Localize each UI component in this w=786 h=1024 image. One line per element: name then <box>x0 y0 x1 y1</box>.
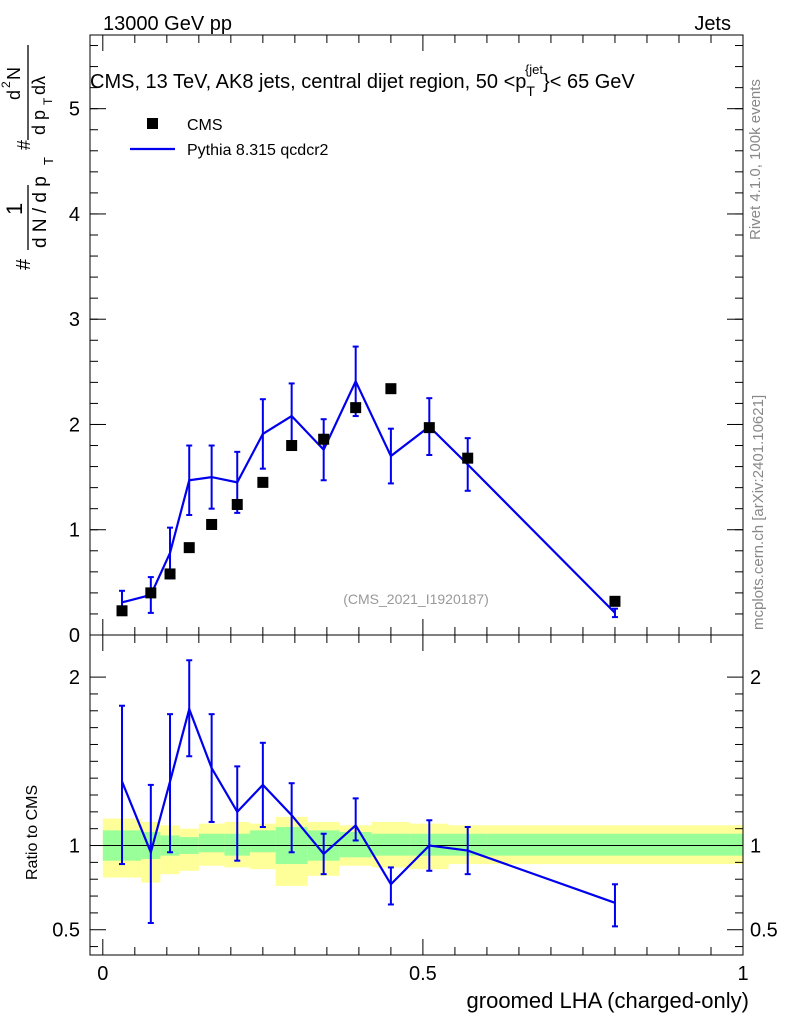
cms-point <box>164 568 176 580</box>
ylabel-frac2-den: d p <box>29 110 49 135</box>
title-sub: T <box>526 83 535 99</box>
ratio-bands <box>102 816 743 886</box>
legend-pythia-label: Pythia 8.315 qcdcr2 <box>187 142 329 159</box>
legend-cms-marker <box>147 118 158 129</box>
ylabel-frac2-den2: dλ <box>29 76 49 95</box>
title-post: }< 65 GeV <box>543 71 635 93</box>
ylabel-frac2-num2: N <box>4 67 24 80</box>
x-tick-label: 0.5 <box>409 963 437 985</box>
cms-point <box>116 605 128 617</box>
legend-cms-label: CMS <box>187 117 223 134</box>
y-tick-label: 2 <box>750 667 761 689</box>
analysis-tag: (CMS_2021_I1920187) <box>343 591 489 607</box>
ratio-line <box>120 705 616 904</box>
ratio-band-inner <box>250 830 276 853</box>
cms-point <box>318 433 330 445</box>
ratio-band-inner <box>486 833 743 856</box>
y-tick-label: 1 <box>69 836 80 858</box>
ylabel-hash1: # <box>13 258 35 270</box>
ylabel-frac2-sup: 2 <box>0 81 13 88</box>
ylabel-one: 1 <box>2 203 27 215</box>
y-tick-label: 5 <box>69 99 80 121</box>
cms-point <box>286 440 298 452</box>
ratio-axes: 0.5 0.51 12 20 0.5 1 <box>52 634 778 985</box>
y-tick-label: 4 <box>69 204 80 226</box>
cms-point <box>350 402 362 414</box>
y-tick-label: 2 <box>69 667 80 689</box>
ylabel-frac2-num: d <box>4 90 24 100</box>
main-marks <box>116 345 621 619</box>
legend: CMS Pythia 8.315 qcdcr2 <box>130 117 329 159</box>
ylabel-frac2-den-sub: T <box>41 97 55 105</box>
cms-point <box>206 518 218 530</box>
header-right: Jets <box>694 13 731 35</box>
ylabel-frac1-sub: T <box>41 157 56 165</box>
cms-point <box>257 476 269 488</box>
axes-frame <box>89 634 744 956</box>
title-pre: CMS, 13 TeV, AK8 jets, central dijet reg… <box>90 71 526 93</box>
main-ylabel: # 1 d N / d p T # d 2 N d p T dλ <box>0 45 56 270</box>
cms-point <box>609 595 621 607</box>
y-tick-label: 0.5 <box>52 920 80 942</box>
cms-point <box>423 422 435 434</box>
x-axis-label: groomed LHA (charged-only) <box>467 988 749 1013</box>
y-tick-label: 2 <box>69 414 80 436</box>
rivet-label: Rivet 4.1.0, 100k events <box>747 79 764 240</box>
ratio-ylabel: Ratio to CMS <box>24 785 41 880</box>
title-sup: {jet <box>525 62 543 77</box>
y-tick-label: 1 <box>69 520 80 542</box>
ratio-marks <box>119 659 618 928</box>
y-tick-label: 3 <box>69 309 80 331</box>
cms-point <box>145 587 157 599</box>
y-tick-label: 1 <box>750 836 761 858</box>
ylabel-frac1: d N / d p <box>30 176 51 248</box>
ratio-band-inner <box>198 833 225 853</box>
x-tick-label: 1 <box>737 963 748 985</box>
y-tick-label: 0.5 <box>750 920 778 942</box>
cms-point <box>462 452 474 464</box>
main-axes: 0 1 2 3 4 5 <box>69 34 744 647</box>
ratio-band-inner <box>371 833 411 856</box>
chart-title: CMS, 13 TeV, AK8 jets, central dijet reg… <box>90 62 635 99</box>
ylabel-hash2: # <box>14 140 34 150</box>
cms-point <box>231 498 243 510</box>
x-tick-label: 0 <box>97 963 108 985</box>
pythia-line <box>121 378 616 614</box>
header-left: 13000 GeV pp <box>103 13 232 35</box>
cms-point <box>183 542 195 554</box>
mcplots-label: mcplots.cern.ch [arXiv:2401.10621] <box>750 395 767 630</box>
y-tick-label: 0 <box>69 625 80 647</box>
cms-point <box>385 383 397 395</box>
